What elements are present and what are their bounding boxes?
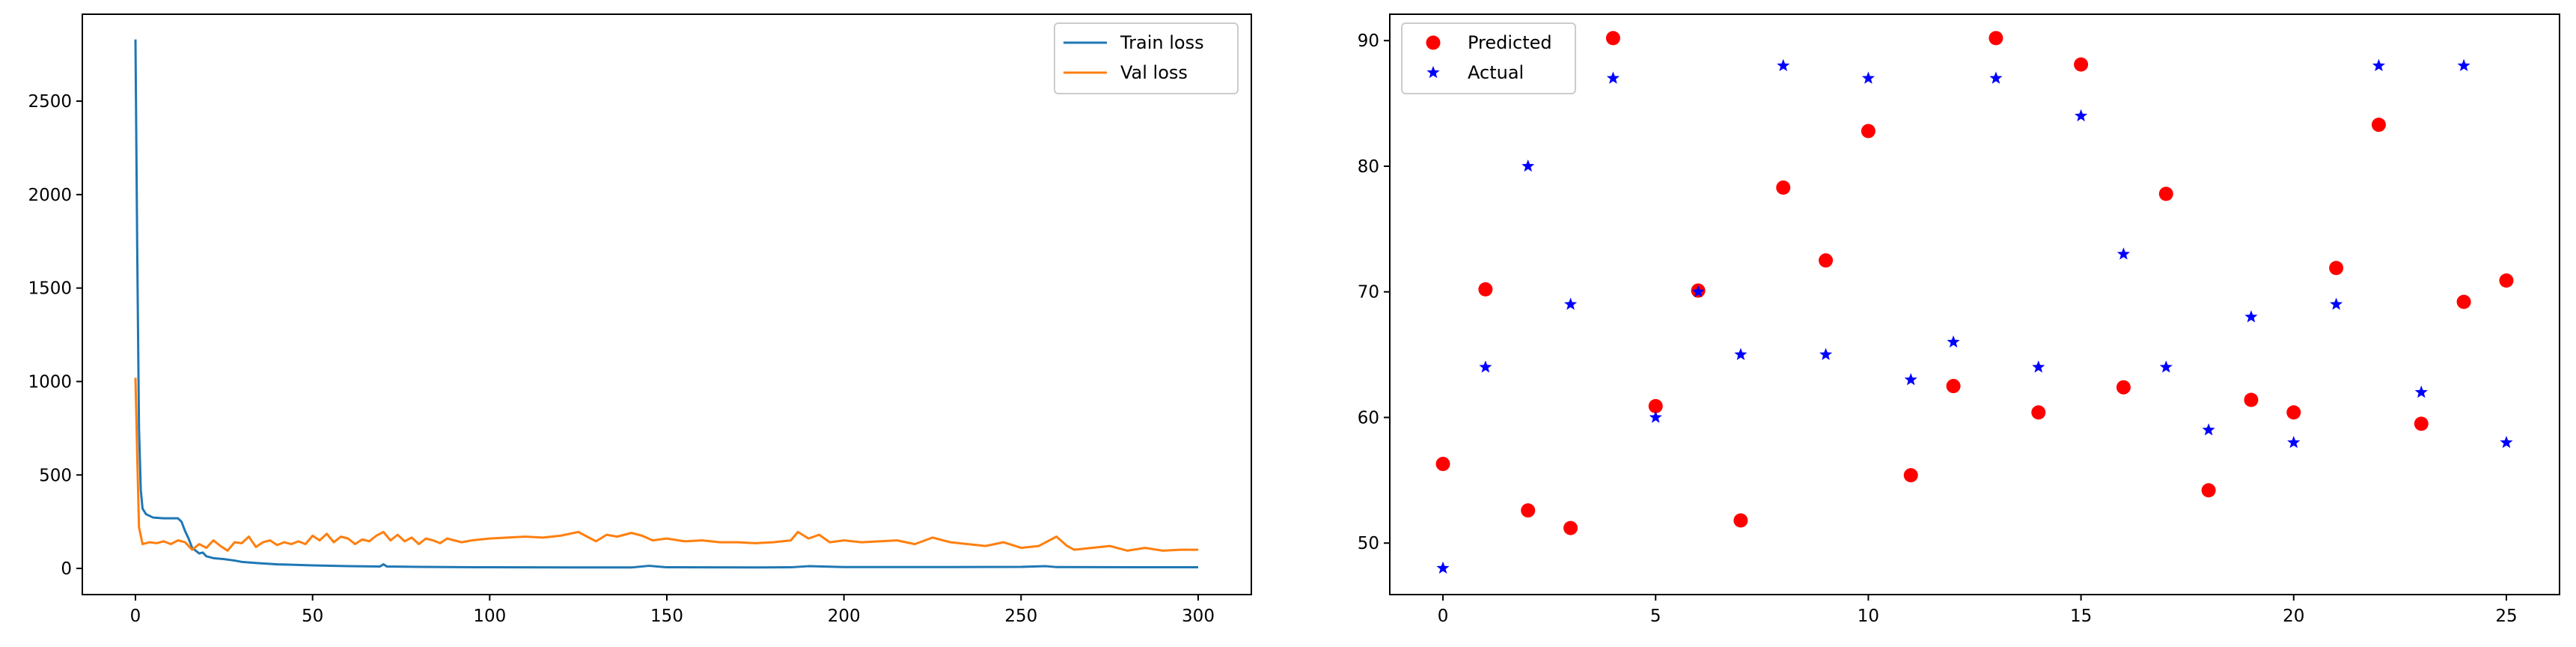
predicted-point: [1776, 180, 1791, 195]
predicted-point: [2201, 483, 2216, 498]
legend-label: Actual: [1468, 62, 1524, 83]
predicted-point: [2371, 118, 2386, 133]
legend-label: Train loss: [1120, 32, 1204, 53]
x-tick-label: 20: [2283, 607, 2304, 626]
series-line-train-loss: [134, 39, 1199, 569]
predicted-point: [2116, 380, 2131, 395]
predicted-point: [1563, 520, 1578, 535]
predicted-point: [1478, 282, 1493, 297]
predicted-point: [2414, 416, 2429, 431]
actual-point: [1479, 360, 1492, 373]
actual-point: [2287, 436, 2301, 449]
x-tick-label: 50: [302, 607, 323, 626]
series-group: [134, 39, 1199, 569]
predicted-point: [1946, 379, 1961, 394]
x-tick-label: 25: [2495, 607, 2517, 626]
y-tick-label: 50: [1358, 534, 1379, 553]
legend-marker-circle: [1426, 35, 1441, 50]
actual-point: [1564, 297, 1578, 310]
x-tick-label: 5: [1650, 607, 1661, 626]
actual-point: [2414, 385, 2428, 398]
actual-point: [1606, 71, 1620, 84]
y-tick-label: 2000: [28, 186, 72, 205]
predicted-point: [2074, 57, 2089, 72]
predicted-point: [1435, 457, 1450, 472]
actual-point: [2075, 109, 2088, 122]
actual-point: [1649, 410, 1662, 423]
x-tick-label: 0: [130, 607, 141, 626]
actual-point: [1861, 71, 1875, 84]
plot-frame: [1389, 13, 2560, 595]
y-tick-label: 60: [1358, 408, 1379, 428]
actual-point: [1904, 373, 1917, 386]
y-tick-label: 1000: [28, 372, 72, 392]
actual-point: [1734, 347, 1748, 360]
actual-point: [2372, 58, 2385, 72]
x-tick-label: 250: [1004, 607, 1037, 626]
predicted-point: [1903, 468, 1918, 483]
actual-point: [2330, 297, 2343, 310]
predicted-point: [2329, 261, 2344, 276]
y-tick-label: 2500: [28, 92, 72, 112]
actual-point: [2159, 360, 2173, 373]
actual-point: [1522, 159, 1535, 172]
actual-point: [2202, 423, 2215, 436]
predicted-point: [2286, 405, 2301, 420]
x-tick-label: 0: [1438, 607, 1449, 626]
predicted-point: [1733, 513, 1748, 528]
y-tick-label: 500: [39, 466, 72, 485]
actual-point: [2457, 58, 2470, 72]
x-tick-label: 100: [473, 607, 506, 626]
prediction-chart: 0 5 10 15 20 25 50 60 70 80 90 Predicted Actual: [1358, 13, 2560, 626]
x-tick-label: 300: [1182, 607, 1215, 626]
legend-label: Predicted: [1468, 32, 1552, 53]
x-tick-label: 15: [2070, 607, 2092, 626]
actual-point: [1989, 71, 2003, 84]
predicted-point: [2158, 186, 2173, 201]
series-line-val-loss: [134, 377, 1198, 552]
predicted-point: [1819, 253, 1834, 268]
actual-point: [2116, 247, 2130, 260]
x-tick-label: 150: [650, 607, 683, 626]
predicted-point: [1861, 124, 1875, 139]
y-tick-label: 90: [1358, 31, 1379, 51]
predicted-point: [1989, 31, 2003, 46]
y-tick-label: 80: [1358, 157, 1379, 177]
actual-point: [1777, 58, 1790, 72]
loss-chart: 0 50 100 150 200 250 300 0 500 1000 1500 2000 2500 Tr…: [28, 13, 1252, 626]
y-tick-label: 1500: [28, 279, 72, 299]
y-tick-label: 0: [61, 559, 72, 579]
predicted-point: [1648, 398, 1663, 413]
predicted-point: [2456, 294, 2471, 309]
y-tick-label: 70: [1358, 283, 1379, 303]
predicted-point: [2499, 273, 2514, 288]
actual-point: [2244, 310, 2258, 323]
predicted-point: [2244, 392, 2259, 407]
actual-point: [2500, 436, 2513, 449]
actual-point: [2032, 360, 2045, 373]
actual-point: [1947, 335, 1960, 348]
actual-point: [1436, 561, 1450, 574]
legend-box: [1401, 22, 1576, 94]
predicted-point: [1605, 31, 1620, 46]
legend-box: [1054, 22, 1239, 94]
predicted-point: [1521, 503, 1536, 518]
legend-marker-star: [1426, 66, 1440, 79]
x-tick-label: 10: [1858, 607, 1879, 626]
predicted-point: [2031, 405, 2046, 420]
x-tick-label: 200: [828, 607, 861, 626]
actual-point: [1691, 285, 1705, 298]
actual-point: [1819, 347, 1833, 360]
legend-label: Val loss: [1120, 62, 1188, 83]
